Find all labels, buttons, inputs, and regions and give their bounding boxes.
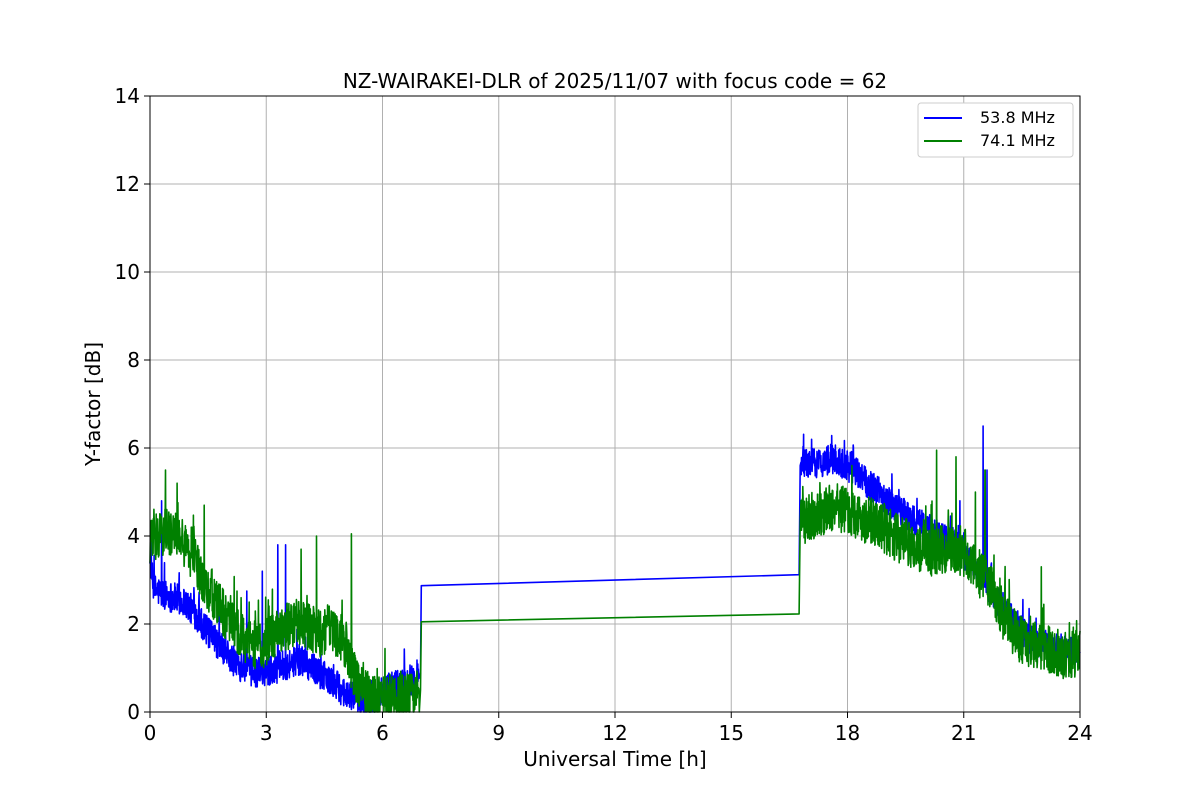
y-tick-label: 0 bbox=[127, 700, 140, 724]
x-tick-label: 6 bbox=[376, 721, 389, 745]
x-tick-label: 24 bbox=[1067, 721, 1092, 745]
y-tick-label: 2 bbox=[127, 612, 140, 636]
y-tick-label: 4 bbox=[127, 524, 140, 548]
x-tick-label: 15 bbox=[719, 721, 744, 745]
y-tick-label: 14 bbox=[115, 84, 140, 108]
y-tick-label: 8 bbox=[127, 348, 140, 372]
legend: 53.8 MHz 74.1 MHz bbox=[917, 102, 1074, 158]
legend-label-53-8: 53.8 MHz bbox=[980, 108, 1055, 127]
series-lines bbox=[149, 425, 1081, 713]
x-tick-label: 0 bbox=[144, 721, 157, 745]
x-tick-label: 18 bbox=[835, 721, 860, 745]
legend-label-74-1: 74.1 MHz bbox=[980, 131, 1055, 150]
x-tick-label: 9 bbox=[492, 721, 505, 745]
series-line-74-1-mhz bbox=[149, 449, 1081, 713]
x-axis-title: Universal Time [h] bbox=[523, 747, 706, 771]
y-axis-title: Y-factor [dB] bbox=[81, 342, 105, 467]
legend-box bbox=[917, 102, 1074, 158]
x-tick-label: 12 bbox=[602, 721, 627, 745]
chart-title: NZ-WAIRAKEI-DLR of 2025/11/07 with focus… bbox=[343, 69, 887, 93]
x-tick-label: 21 bbox=[951, 721, 976, 745]
y-tick-label: 6 bbox=[127, 436, 140, 460]
y-tick-label: 12 bbox=[115, 172, 140, 196]
x-tick-label: 3 bbox=[260, 721, 273, 745]
y-tick-label: 10 bbox=[115, 260, 140, 284]
